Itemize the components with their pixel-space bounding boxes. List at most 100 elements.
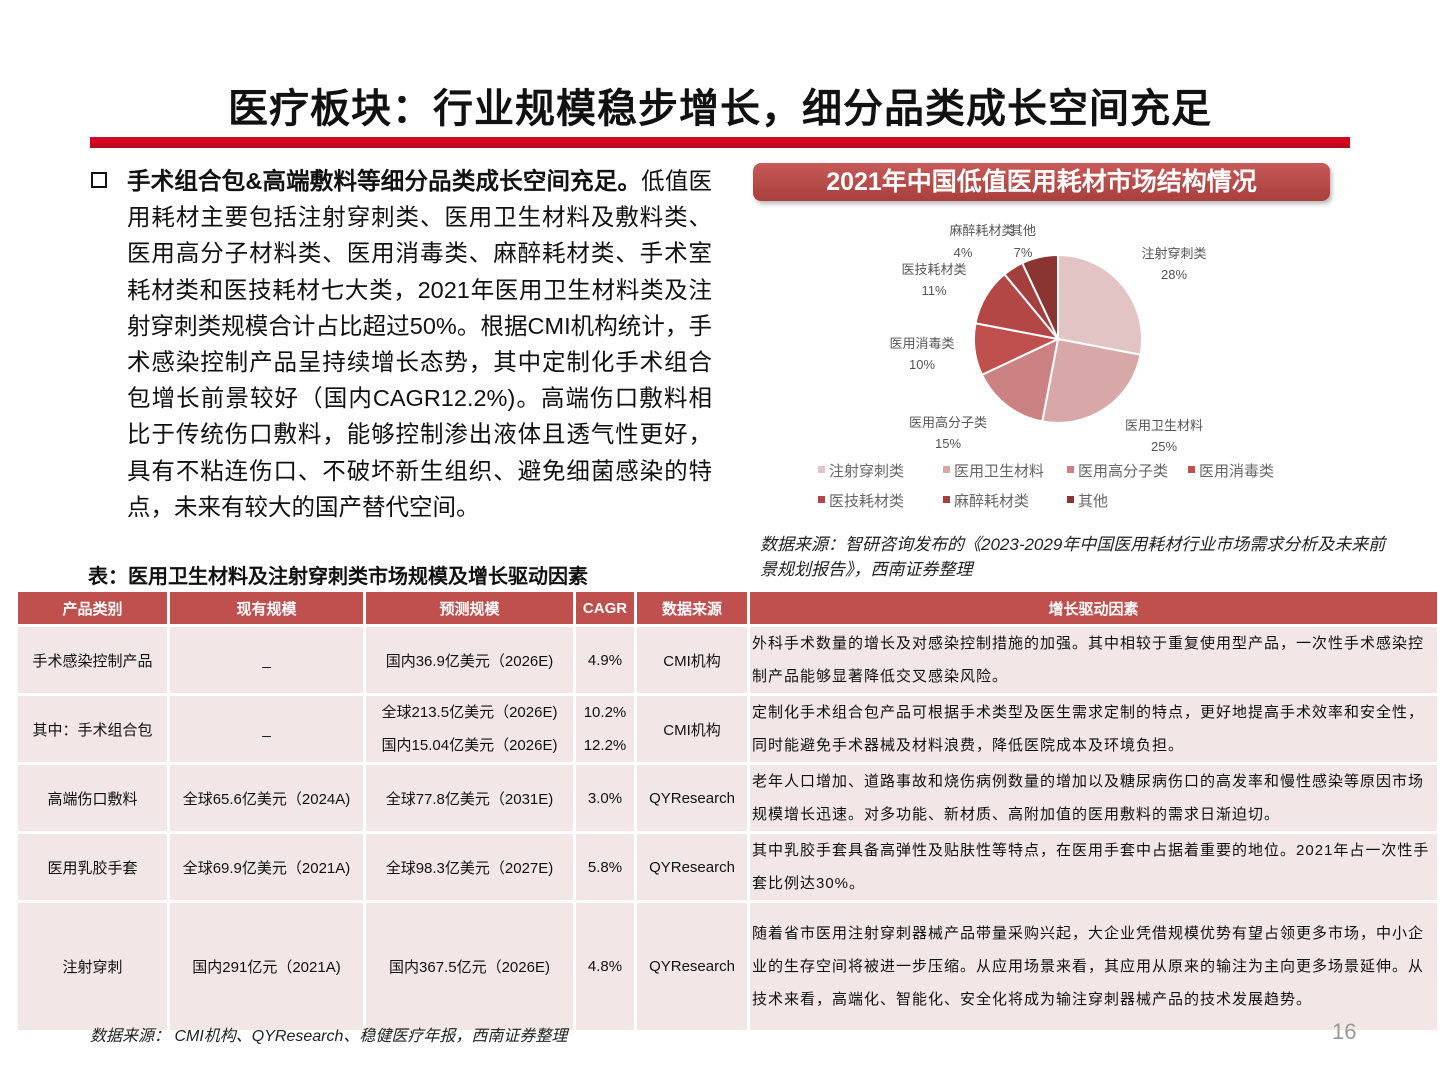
current-text: _	[262, 720, 271, 738]
cell-drivers: 定制化手术组合包产品可根据手术类型及医生需求定制的特点，更好地提高手术效率和安全…	[750, 696, 1437, 762]
table-row: 手术感染控制产品 _ 国内36.9亿美元（2026E) 4.9% CMI机构 外科手术数量…	[18, 627, 1437, 693]
cell-category: 其中：手术组合包	[18, 696, 167, 762]
table-row: 高端伤口敷料 全球65.6亿美元（2024A) 全球77.8亿美元（2031E) 3.…	[18, 765, 1437, 831]
slice-value-label: 4%	[954, 245, 973, 260]
cell-current: 国内291亿元（2021A)	[170, 903, 363, 1030]
summary-paragraph: 手术组合包&高端敷料等细分品类成长空间充足。低值医用耗材主要包括注射穿刺类、医用…	[127, 163, 712, 525]
source-text: QYResearch	[649, 789, 735, 807]
header-cagr: CAGR	[576, 592, 634, 624]
source-text: QYResearch	[649, 858, 735, 876]
cell-drivers: 外科手术数量的增长及对感染控制措施的加强。其中相较于重复使用型产品，一次性手术感…	[750, 627, 1437, 693]
cell-drivers: 老年人口增加、道路事故和烧伤病例数量的增加以及糖尿病伤口的高发率和慢性感染等原因…	[750, 765, 1437, 831]
cell-source: QYResearch	[637, 834, 747, 900]
slice-value-label: 7%	[1014, 245, 1033, 260]
current-text: 全球65.6亿美元（2024A)	[182, 790, 351, 808]
title-divider	[90, 137, 1350, 148]
slice-value-label: 28%	[1161, 267, 1187, 282]
table-caption: 表：医用卫生材料及注射穿刺类市场规模及增长驱动因素	[88, 566, 588, 588]
legend-swatch	[1067, 466, 1074, 473]
legend-label: 注射穿刺类	[829, 463, 904, 480]
legend-label: 其他	[1078, 493, 1108, 510]
category-text: 手术感染控制产品	[32, 652, 153, 670]
legend-swatch	[1067, 496, 1074, 503]
cell-current: 全球69.9亿美元（2021A)	[170, 834, 363, 900]
slide-title: 医疗板块：行业规模稳步增长，细分品类成长空间充足	[228, 87, 1212, 131]
cell-source: QYResearch	[637, 903, 747, 1030]
chart-title: 2021年中国低值医用耗材市场结构情况	[753, 163, 1330, 201]
page-number: 16	[1332, 1019, 1357, 1044]
slice-category-label: 医用高分子类	[909, 415, 987, 430]
cell-source: QYResearch	[637, 765, 747, 831]
header-drivers: 增长驱动因素	[750, 592, 1437, 624]
cagr-domestic: 12.2%	[583, 737, 627, 754]
legend-label: 医用高分子类	[1078, 463, 1168, 480]
header-source: 数据来源	[637, 592, 747, 624]
legend-label: 医技耗材类	[829, 493, 904, 510]
forecast-value: 国内367.5亿元（2026E)	[389, 959, 550, 976]
legend-swatch	[818, 466, 825, 473]
drivers-text: 外科手术数量的增长及对感染控制措施的加强。其中相较于重复使用型产品，一次性手术感…	[752, 635, 1425, 685]
slice-value-label: 11%	[921, 283, 946, 298]
table-row: 注射穿刺 国内291亿元（2021A) 国内367.5亿元（2026E) 4.8% QY…	[18, 903, 1437, 1030]
source-text: CMI机构	[663, 721, 721, 739]
source-text: CMI机构	[663, 652, 721, 670]
pie-slice	[980, 337, 1060, 423]
cell-source: CMI机构	[637, 627, 747, 693]
cell-forecast: 国内36.9亿美元（2026E)	[366, 627, 573, 693]
cell-category: 医用乳胶手套	[18, 834, 167, 900]
cell-category: 注射穿刺	[18, 903, 167, 1030]
cell-cagr: 3.0%	[576, 765, 634, 831]
cell-cagr: 10.2% 12.2%	[576, 696, 634, 762]
cell-forecast: 全球98.3亿美元（2027E)	[366, 834, 573, 900]
cell-forecast: 全球77.8亿美元（2031E)	[366, 765, 573, 831]
current-text: 全球69.9亿美元（2021A)	[182, 859, 351, 877]
cell-current: 全球65.6亿美元（2024A)	[170, 765, 363, 831]
cagr-global: 10.2%	[583, 704, 627, 721]
legend-swatch	[943, 466, 950, 473]
pie-slice	[1020, 253, 1059, 340]
forecast-value: 全球77.8亿美元（2031E)	[385, 790, 554, 808]
summary-bold: 手术组合包&高端敷料等细分品类成长空间充足。	[127, 168, 642, 194]
cell-category: 高端伤口敷料	[18, 765, 167, 831]
cell-category: 手术感染控制产品	[18, 627, 167, 693]
source-text: QYResearch	[649, 958, 735, 975]
current-text: 国内291亿元（2021A)	[192, 959, 341, 976]
cell-cagr: 5.8%	[576, 834, 634, 900]
cagr-value: 3.0%	[587, 789, 623, 807]
cell-current: _	[170, 627, 363, 693]
cell-cagr: 4.8%	[576, 903, 634, 1030]
slice-category-label: 麻醉耗材类	[949, 223, 1014, 238]
forecast-value: 国内36.9亿美元（2026E)	[385, 652, 554, 670]
slice-category-label: 医技耗材类	[901, 262, 966, 277]
drivers-text: 随着省市医用注射穿刺器械产品带量采购兴起，大企业凭借规模优势有望占领更多市场，中…	[752, 925, 1425, 1008]
pie-slice	[1041, 337, 1142, 424]
cell-forecast: 全球213.5亿美元（2026E) 国内15.04亿美元（2026E)	[366, 696, 573, 762]
cell-forecast: 国内367.5亿元（2026E)	[366, 903, 573, 1030]
slice-category-label: 医用消毒类	[889, 336, 954, 351]
cell-drivers: 随着省市医用注射穿刺器械产品带量采购兴起，大企业凭借规模优势有望占领更多市场，中…	[750, 903, 1437, 1030]
cagr-value: 5.8%	[587, 858, 623, 876]
table-row: 其中：手术组合包 _ 全球213.5亿美元（2026E) 国内15.04亿美元（202…	[18, 696, 1437, 762]
summary-text: 低值医用耗材主要包括注射穿刺类、医用卫生材料及敷料类、医用高分子材料类、医用消毒…	[127, 168, 712, 520]
category-text: 医用乳胶手套	[47, 859, 138, 877]
cagr-value: 4.9%	[587, 651, 623, 669]
category-text: 高端伤口敷料	[47, 790, 138, 808]
slice-category-label: 其他	[1010, 223, 1036, 238]
cell-drivers: 其中乳胶手套具备高弹性及贴肤性等特点，在医用手套中占据着重要的地位。2021年占…	[750, 834, 1437, 900]
pie-slice	[1057, 253, 1143, 356]
legend-label: 医用卫生材料	[954, 463, 1044, 480]
legend-swatch	[1188, 466, 1195, 473]
category-text: 其中：手术组合包	[32, 721, 153, 739]
slice-category-label: 注射穿刺类	[1141, 246, 1206, 261]
cell-source: CMI机构	[637, 696, 747, 762]
slice-value-label: 10%	[909, 357, 935, 372]
header-category: 产品类别	[18, 592, 167, 624]
header-forecast: 预测规模	[366, 592, 573, 624]
category-text: 注射穿刺	[62, 959, 123, 976]
cell-current: _	[170, 696, 363, 762]
header-current: 现有规模	[170, 592, 363, 624]
pie-chart: 注射穿刺类 28% 医用卫生材料 25% 医用高分子类 15% 医用消毒类 10% 医技耗材类 1…	[818, 223, 1274, 510]
current-text: _	[262, 651, 271, 669]
drivers-text: 老年人口增加、道路事故和烧伤病例数量的增加以及糖尿病伤口的高发率和慢性感染等原因…	[752, 773, 1425, 823]
legend-label: 医用消毒类	[1199, 463, 1274, 480]
